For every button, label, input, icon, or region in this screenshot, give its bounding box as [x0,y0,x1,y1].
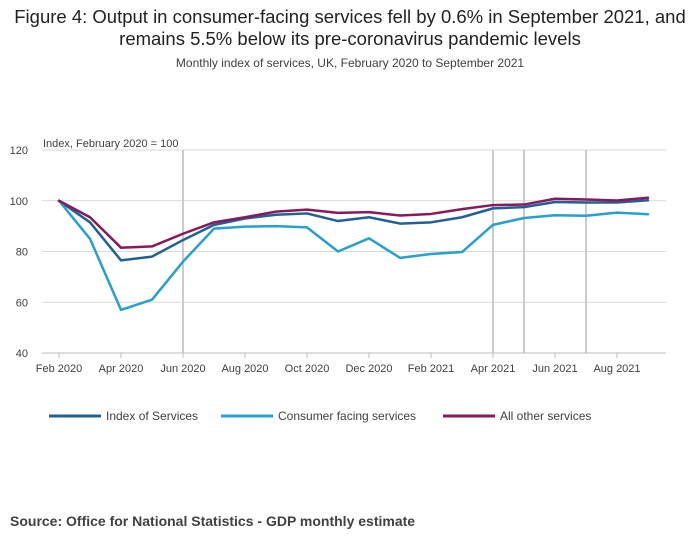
axes [42,352,666,358]
y-tick-label: 40 [16,348,28,360]
gridlines [42,149,666,354]
x-tick-label: Apr 2021 [471,363,516,375]
chart-title: Figure 4: Output in consumer-facing serv… [14,6,686,49]
x-tick-label: Dec 2020 [345,363,392,375]
x-tick-label: Feb 2021 [408,363,454,375]
y-tick-label: 80 [16,247,28,259]
legend-label: Index of Services [106,409,198,423]
source-note: Source: Office for National Statistics -… [10,513,416,529]
tick-labels: 40 60 80 100 120 Index, February 2020 = 100 Fe… [10,138,641,375]
legend-label: Consumer facing services [278,409,416,423]
x-tick-label: Aug 2021 [593,363,640,375]
chart-subtitle: Monthly index of services, UK, February … [175,56,525,70]
x-tick-label: Aug 2020 [221,363,268,375]
x-tick-label: Jun 2020 [160,363,205,375]
y-tick-label: 60 [16,297,28,309]
legend-label: All other services [500,409,591,423]
series-line [57,196,650,249]
x-tick-label: Apr 2020 [99,363,144,375]
series-lines [57,196,650,312]
series-line [57,199,650,312]
legend: Index of Services Consumer facing service… [49,409,591,423]
x-tick-label: Jun 2021 [532,363,577,375]
x-tick-label: Oct 2020 [285,363,330,375]
x-tick-label: Feb 2020 [36,363,82,375]
y-tick-label: 120 [10,145,28,157]
series-line [57,198,650,262]
reference-lines [182,150,587,353]
y-axis-label: Index, February 2020 = 100 [43,138,178,150]
y-tick-label: 100 [10,196,28,208]
